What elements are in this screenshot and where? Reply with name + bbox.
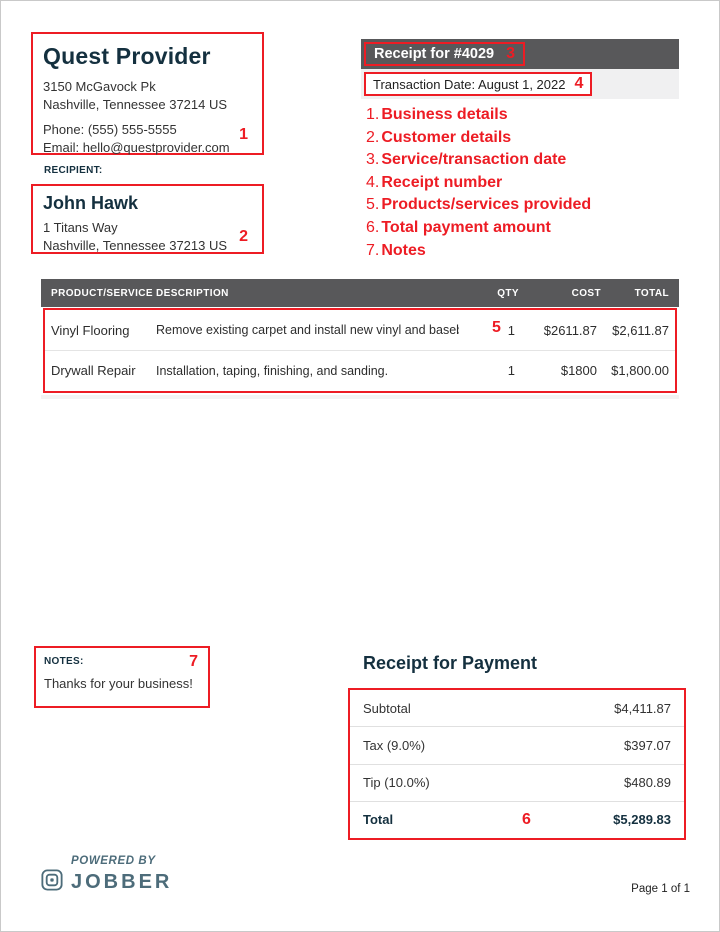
- page-number: Page 1 of 1: [631, 883, 690, 895]
- payment-row-label: Tip (10.0%): [363, 775, 430, 791]
- annotation-marker-2: 2: [239, 228, 248, 245]
- column-header-qty: QTY: [497, 287, 519, 299]
- payment-total-value: $5,289.83: [613, 812, 671, 828]
- business-address-line1: 3150 McGavock Pk: [43, 79, 156, 94]
- transaction-date-annotation-box: Transaction Date: August 1, 2022 4: [364, 72, 593, 96]
- legend-item: 6. Total payment amount: [366, 218, 551, 236]
- jobber-brand-text: JOBBER: [71, 871, 173, 893]
- row-total: $1,800.00: [611, 363, 669, 378]
- recipient-name: John Hawk: [43, 193, 139, 213]
- notes-annotation-box: NOTES: Thanks for your business! 7: [34, 646, 210, 708]
- row-qty: 1: [507, 322, 515, 338]
- row-product: Vinyl Flooring: [51, 322, 130, 338]
- customer-details-annotation-box: John Hawk 1 Titans Way Nashville, Tennes…: [31, 184, 264, 254]
- transaction-date: Transaction Date: August 1, 2022: [373, 76, 566, 92]
- total-payment-annotation-box: Subtotal $4,411.87 Tax (9.0%) $397.07 Ti…: [348, 688, 686, 840]
- table-row: Vinyl Flooring Remove existing carpet an…: [45, 310, 675, 350]
- notes-label: NOTES:: [44, 656, 84, 667]
- legend-item: 5. Products/services provided: [366, 196, 592, 214]
- receipt-title: Receipt for #4029: [374, 46, 495, 62]
- annotation-marker-1: 1: [239, 126, 248, 143]
- recipient-label: RECIPIENT:: [44, 165, 103, 176]
- payment-row: Tip (10.0%) $480.89: [350, 763, 684, 801]
- payment-section-heading: Receipt for Payment: [363, 653, 538, 673]
- legend-item: 3. Service/transaction date: [366, 151, 567, 169]
- table-bottom-divider: [41, 395, 679, 399]
- payment-row-value: $397.07: [624, 737, 671, 753]
- table-row: Drywall Repair Installation, taping, fin…: [45, 350, 675, 390]
- products-services-annotation-box: Vinyl Flooring Remove existing carpet an…: [43, 308, 677, 393]
- receipt-title-bar: Receipt for #4029 3: [361, 39, 679, 69]
- row-cost: $2611.87: [543, 322, 597, 338]
- row-description: Remove existing carpet and install new v…: [156, 323, 459, 337]
- powered-by-text: POWERED BY: [71, 855, 156, 867]
- payment-total-label: Total: [363, 812, 394, 828]
- recipient-address-line2: Nashville, Tennessee 37213 US: [43, 237, 228, 253]
- business-email: Email: hello@questprovider.com: [43, 139, 230, 155]
- recipient-address-line1: 1 Titans Way: [43, 220, 118, 235]
- payment-row: Tax (9.0%) $397.07: [350, 726, 684, 763]
- column-header-product: PRODUCT/SERVICE: [51, 287, 153, 299]
- annotation-marker-7: 7: [189, 653, 198, 670]
- transaction-date-bar: Transaction Date: August 1, 2022 4: [361, 69, 679, 99]
- payment-row-label: Subtotal: [363, 700, 411, 716]
- payment-row-value: $4,411.87: [614, 700, 671, 716]
- business-address-line2: Nashville, Tennessee 37214 US: [43, 96, 228, 112]
- business-details-annotation-box: Quest Provider 3150 McGavock Pk Nashvill…: [31, 32, 264, 155]
- business-name: Quest Provider: [43, 43, 211, 69]
- receipt-number-annotation-box: Receipt for #4029 3: [364, 42, 525, 66]
- row-qty: 1: [507, 363, 515, 378]
- annotation-legend: 1. Business details 2. Customer details 3.…: [366, 104, 591, 262]
- payment-row-label: Tax (9.0%): [363, 737, 426, 753]
- column-header-cost: COST: [571, 287, 601, 299]
- legend-item: 7. Notes: [366, 241, 426, 259]
- row-description: Installation, taping, finishing, and san…: [156, 363, 389, 378]
- row-total: $2,611.87: [612, 322, 669, 338]
- jobber-branding: POWERED BY JOBBER: [41, 855, 172, 896]
- legend-item: 1. Business details: [366, 106, 508, 123]
- legend-item: 4. Receipt number: [366, 173, 503, 191]
- row-cost: $1800: [560, 363, 597, 378]
- jobber-logo-icon: [41, 869, 63, 896]
- payment-total-row: Total $5,289.83: [350, 800, 684, 838]
- legend-item: 2. Customer details: [366, 128, 512, 146]
- annotation-marker-5: 5: [492, 319, 501, 336]
- row-product: Drywall Repair: [51, 363, 136, 378]
- business-phone: Phone: (555) 555-5555: [43, 122, 177, 137]
- annotation-marker-4: 4: [574, 75, 584, 92]
- column-header-description: DESCRIPTION: [156, 287, 229, 299]
- line-items-table-header: PRODUCT/SERVICE DESCRIPTION QTY COST TOT…: [41, 279, 679, 307]
- notes-text: Thanks for your business!: [44, 676, 193, 691]
- annotation-marker-6: 6: [522, 811, 531, 828]
- annotation-marker-3: 3: [506, 45, 515, 62]
- payment-row: Subtotal $4,411.87: [350, 690, 684, 726]
- column-header-total: TOTAL: [634, 287, 669, 299]
- payment-row-value: $480.89: [624, 775, 671, 791]
